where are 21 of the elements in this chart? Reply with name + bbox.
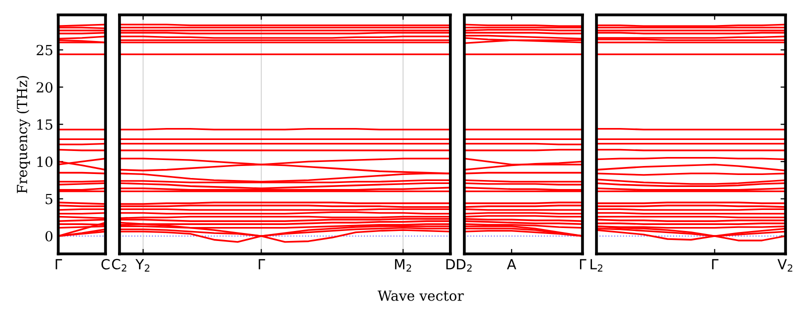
y-tick-label: 5 — [46, 194, 52, 204]
x-tick-label: Γ — [56, 259, 62, 270]
x-axis-title: Wave vector — [378, 290, 464, 301]
y-tick-label: 20 — [36, 82, 52, 93]
y-tick-label: 15 — [37, 119, 52, 130]
x-tick-label: V$_{2}$ — [778, 259, 792, 272]
y-tick-label: 0 — [45, 230, 52, 242]
x-tick-label: Γ — [712, 259, 718, 270]
x-tick-label: M$_{2}$ — [395, 259, 412, 272]
x-tick-label: D$_{2}$ — [456, 259, 472, 272]
y-tick-label: 10 — [37, 156, 52, 168]
x-tick-label: Γ — [580, 259, 586, 270]
y-tick-label: 25 — [36, 44, 52, 56]
x-tick-label: Y$_{2}$ — [135, 259, 150, 272]
x-tick-label: Γ — [258, 259, 266, 270]
y-axis-title: Frequency (THz) — [16, 76, 30, 194]
x-tick-label: L$_{2}$ — [590, 259, 602, 272]
x-tick-label: A — [506, 259, 516, 270]
x-tick-label: C$_{2}$ — [112, 258, 126, 272]
x-tick-label: C — [101, 258, 110, 270]
x-tick-label: D — [446, 259, 455, 270]
